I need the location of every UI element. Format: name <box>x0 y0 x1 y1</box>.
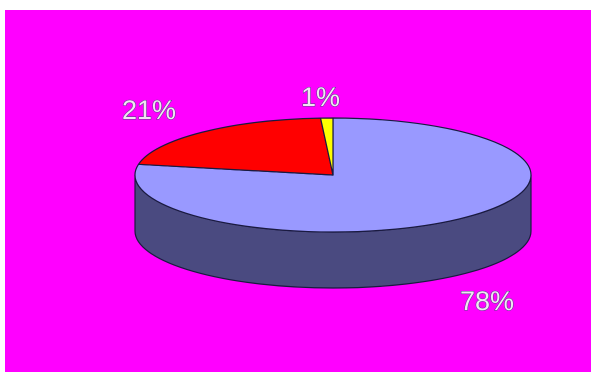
slice-78-top <box>134 117 532 233</box>
pie-top-layer <box>134 117 532 233</box>
pie-chart: 78% 21% 1% <box>5 10 591 372</box>
pie-label-layer: 78% 21% 1% <box>121 81 514 316</box>
slice-label-78: 78% <box>460 286 514 316</box>
slice-label-1: 1% <box>301 82 340 112</box>
slice-label-21: 21% <box>122 95 176 125</box>
slice-1-top <box>319 117 334 176</box>
slice-21-top <box>137 117 334 176</box>
chart-background: 78% 21% 1% <box>5 10 591 372</box>
